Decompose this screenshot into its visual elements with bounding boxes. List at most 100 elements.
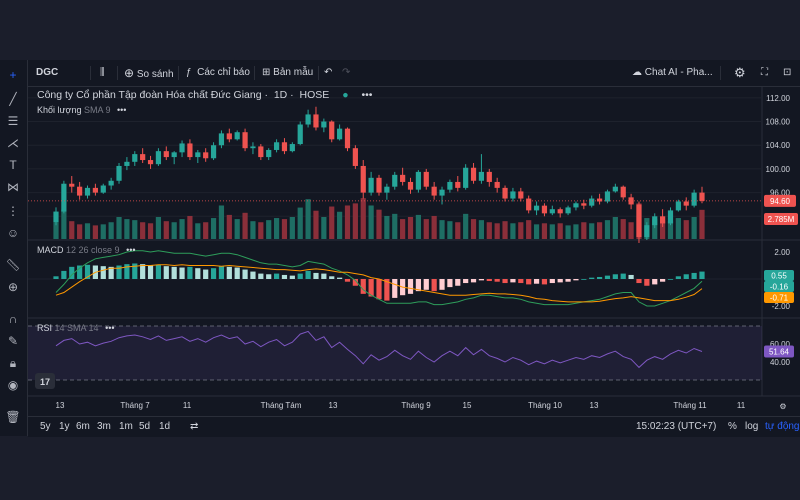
zoom-in-icon[interactable]: ⊕	[7, 280, 19, 294]
candle-body	[234, 132, 240, 140]
volume-bar	[510, 223, 516, 239]
candle-body	[423, 171, 429, 187]
macd-histogram-bar	[392, 279, 398, 298]
volume-bar	[447, 221, 453, 239]
templates-button[interactable]: ⊞ Bản mẫu	[262, 67, 314, 78]
pitchfork-icon[interactable]: ⋌	[7, 136, 19, 150]
time-tick-label: Tháng 10	[528, 401, 562, 410]
candle-body	[155, 151, 162, 165]
candle-body	[69, 183, 75, 187]
candle-body	[589, 198, 595, 206]
macd-histogram-bar	[163, 266, 169, 279]
macd-histogram-bar	[376, 279, 382, 300]
range-button-1d[interactable]: 1d	[159, 421, 171, 432]
candle-body	[321, 121, 327, 128]
clock-display[interactable]: 15:02:23 (UTC+7)	[636, 421, 717, 432]
volume-bar	[163, 221, 169, 239]
candle-body	[573, 203, 579, 208]
candle-body	[376, 177, 382, 193]
candle-body	[478, 171, 485, 181]
volume-bar	[384, 215, 390, 239]
macd-histogram-bar	[203, 269, 209, 279]
emoji-icon[interactable]: ☺	[6, 226, 20, 240]
snapshot-icon[interactable]: ⊡	[783, 67, 792, 78]
candle-body	[463, 167, 469, 188]
candle-body	[179, 143, 185, 153]
more-options-icon[interactable]: •••	[105, 323, 115, 333]
indicator-fx-icon: ƒ	[186, 67, 192, 78]
candle-body	[77, 186, 83, 196]
range-button-1m[interactable]: 1m	[119, 421, 133, 432]
pattern-icon[interactable]: ⋈	[7, 180, 19, 194]
candle-body	[470, 167, 477, 181]
auto-scale-toggle[interactable]: tự động	[765, 421, 800, 432]
eye-icon[interactable]: ◉	[7, 378, 19, 392]
bar-style-icon[interactable]: ⫼	[100, 67, 105, 78]
market-status-icon: ●	[342, 89, 349, 101]
measure-lines-icon[interactable]: ⋮	[7, 204, 19, 218]
range-button-1y[interactable]: 1y	[59, 421, 70, 432]
candle-body	[415, 171, 421, 190]
last-price-label: 94.60	[770, 197, 791, 206]
crosshair-icon[interactable]: +	[9, 68, 17, 82]
chat-ai-button[interactable]: ☁ Chat AI - Pha...	[632, 67, 713, 78]
range-button-5y[interactable]: 5y	[40, 421, 51, 432]
candle-body	[667, 210, 674, 224]
volume-bar	[210, 218, 217, 239]
log-toggle[interactable]: log	[745, 421, 759, 432]
settings-gear-icon[interactable]: ⚙	[734, 65, 746, 80]
macd-histogram-bar	[384, 279, 390, 301]
chart-frame	[0, 60, 800, 436]
more-options-icon[interactable]: •••	[361, 89, 373, 101]
candle-body	[226, 133, 232, 140]
more-options-icon[interactable]: •••	[126, 245, 136, 255]
calendar-range-icon[interactable]: ⇄	[190, 421, 199, 432]
volume-bar	[423, 219, 429, 239]
grid-icon: ⊞	[262, 67, 271, 78]
ruler-icon[interactable]: 📏︎	[5, 258, 21, 272]
volume-bar	[108, 222, 114, 239]
macd-histogram-bar	[652, 279, 658, 285]
horizontal-lines-icon[interactable]: ☰	[7, 114, 19, 128]
indicators-button[interactable]: ƒ Các chỉ báo	[186, 67, 250, 78]
percent-toggle[interactable]: %	[728, 421, 737, 432]
macd-histogram-bar	[644, 279, 650, 286]
candle-body	[281, 142, 288, 152]
magnet-icon[interactable]: ∩	[8, 312, 18, 326]
text-icon[interactable]: T	[9, 158, 17, 172]
price-tick-label: 108.00	[766, 118, 791, 127]
stay-drawing-icon[interactable]: ✎	[7, 334, 19, 348]
price-tick-label: 104.00	[766, 141, 791, 150]
redo-icon[interactable]: ↷	[342, 67, 351, 78]
candle-body	[660, 216, 666, 224]
volume-bar	[581, 222, 587, 239]
range-button-3m[interactable]: 3m	[97, 421, 111, 432]
macd-histogram-bar	[518, 279, 524, 284]
volume-bar	[321, 217, 327, 239]
volume-bar	[494, 223, 500, 239]
macd-histogram-bar	[329, 276, 335, 279]
more-options-icon[interactable]: •••	[117, 105, 127, 115]
macd-histogram-bar	[541, 279, 548, 285]
volume-bar	[337, 211, 343, 239]
candle-body	[691, 192, 697, 206]
candle-body	[581, 203, 587, 206]
macd-histogram-bar	[463, 279, 469, 284]
lock-icon[interactable]: 🔒︎	[9, 356, 17, 370]
undo-icon[interactable]: ↶	[324, 67, 333, 78]
trash-icon[interactable]: 🗑︎	[5, 410, 21, 424]
macd-value-label: -0.16	[770, 283, 789, 292]
volume-bar	[549, 224, 555, 239]
fullscreen-icon[interactable]: ⛶	[761, 67, 768, 78]
macd-histogram-bar	[589, 277, 595, 279]
compare-button[interactable]: ⊕ So sánh	[124, 66, 174, 80]
trend-line-icon[interactable]: ╱	[9, 92, 17, 106]
range-button-6m[interactable]: 6m	[76, 421, 90, 432]
symbol-search[interactable]: DGC	[36, 67, 59, 78]
macd-histogram-bar	[179, 267, 185, 279]
rsi-tick-label: 40.00	[770, 358, 791, 367]
candle-body	[604, 191, 611, 202]
rsi-band	[28, 326, 762, 380]
range-button-5d[interactable]: 5d	[139, 421, 151, 432]
